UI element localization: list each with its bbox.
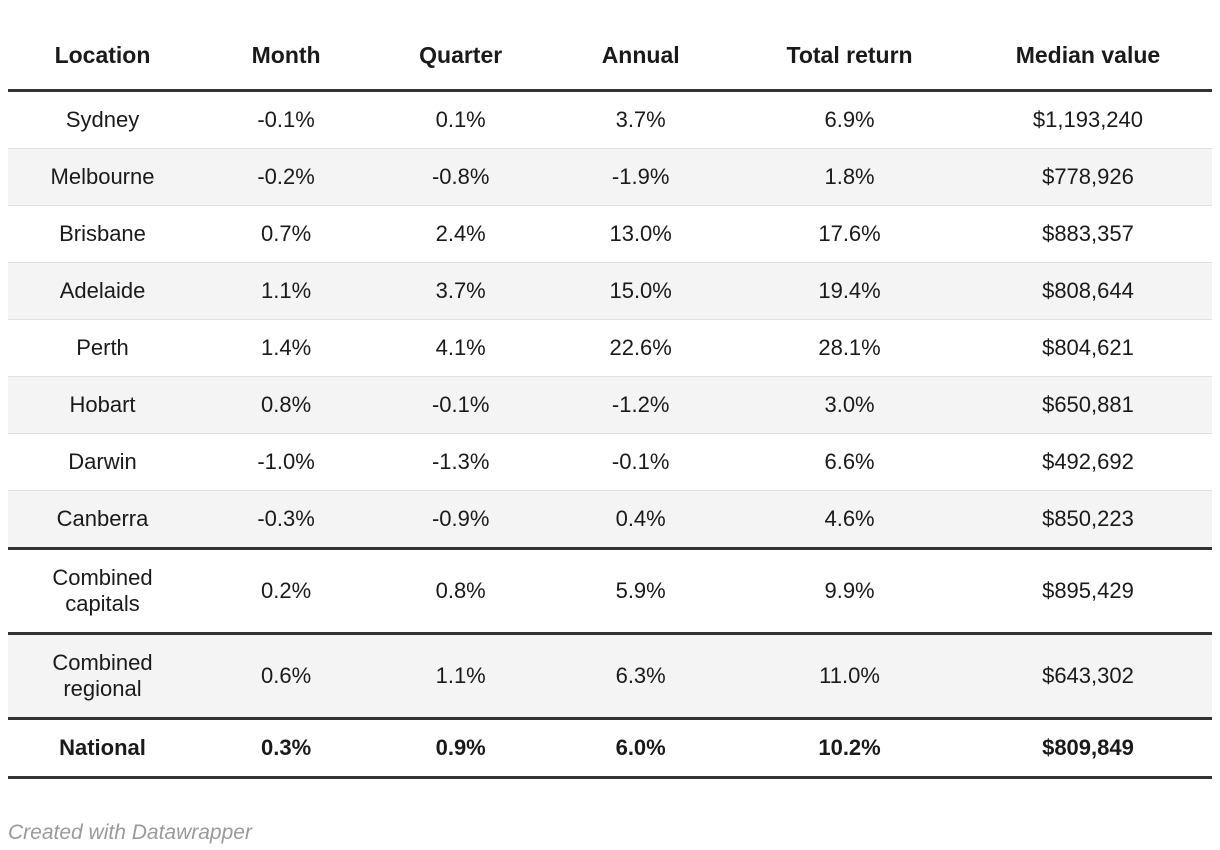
value-cell: 0.6% xyxy=(261,663,312,688)
column-header-annual: Annual xyxy=(546,10,736,92)
location-cell: Combined regional xyxy=(52,650,153,701)
value-cell: $883,357 xyxy=(1042,221,1134,246)
header-row: Location Month Quarter Annual Total return Me… xyxy=(8,10,1212,92)
value-cell: $650,881 xyxy=(1042,392,1134,417)
value-cell: 0.9% xyxy=(435,735,486,760)
value-cell: 9.9% xyxy=(824,578,875,603)
value-cell: $804,621 xyxy=(1042,335,1134,360)
value-cell: 15.0% xyxy=(609,278,672,303)
value-cell: 6.9% xyxy=(824,107,875,132)
value-cell: 28.1% xyxy=(818,335,881,360)
table-header: Location Month Quarter Annual Total return Me… xyxy=(8,10,1212,92)
value-cell: 2.4% xyxy=(435,221,486,246)
location-cell: Sydney xyxy=(65,107,140,132)
value-cell: 0.4% xyxy=(615,506,666,531)
value-cell: 1.1% xyxy=(435,663,486,688)
value-cell: 11.0% xyxy=(819,663,880,688)
location-cell: National xyxy=(59,735,146,760)
table-row: Combined capitals 0.2% 0.8% 5.9% 9.9% $895,42… xyxy=(8,548,1212,634)
value-cell: $895,429 xyxy=(1042,578,1134,603)
column-header-month: Month xyxy=(197,10,376,92)
value-cell: -0.1% xyxy=(611,449,670,474)
value-cell: -1.3% xyxy=(431,449,490,474)
value-cell: $809,849 xyxy=(1042,735,1134,760)
value-cell: -1.9% xyxy=(611,164,670,189)
value-cell: 0.3% xyxy=(261,735,312,760)
value-cell: 0.8% xyxy=(261,392,312,417)
value-cell: $808,644 xyxy=(1042,278,1134,303)
value-cell: 6.0% xyxy=(615,735,666,760)
location-cell: Darwin xyxy=(68,449,137,474)
value-cell: -0.3% xyxy=(257,506,315,531)
value-cell: -1.0% xyxy=(257,449,315,474)
column-header-location: Location xyxy=(8,10,198,92)
value-cell: 0.8% xyxy=(435,578,486,603)
location-cell: Canberra xyxy=(56,506,149,531)
value-cell: 0.2% xyxy=(261,578,312,603)
value-cell: 3.7% xyxy=(615,107,666,132)
table-row: Combined regional 0.6% 1.1% 6.3% 11.0% $643,3… xyxy=(8,633,1212,719)
value-cell: 10.2% xyxy=(818,735,881,760)
value-cell: 0.1% xyxy=(435,107,486,132)
table-row: Darwin -1.0% -1.3% -0.1% 6.6% $492,692 xyxy=(8,433,1212,491)
location-cell: Adelaide xyxy=(59,278,146,303)
value-cell: 13.0% xyxy=(609,221,672,246)
value-cell: 17.6% xyxy=(818,221,881,246)
location-cell: Combined capitals xyxy=(52,565,153,616)
table-row: Sydney -0.1% 0.1% 3.7% 6.9% $1,193,240 xyxy=(8,90,1212,149)
location-cell: Melbourne xyxy=(50,164,155,189)
table-row: National 0.3% 0.9% 6.0% 10.2% $809,849 xyxy=(8,718,1212,778)
column-header-median-value: Median value xyxy=(963,10,1212,92)
value-cell: 1.8% xyxy=(824,164,875,189)
value-cell: 3.0% xyxy=(824,392,875,417)
location-cell: Perth xyxy=(76,335,129,360)
value-cell: -0.1% xyxy=(257,107,315,132)
table-row: Melbourne -0.2% -0.8% -1.9% 1.8% $778,926 xyxy=(8,148,1212,206)
value-cell: -0.1% xyxy=(431,392,490,417)
table-row: Adelaide 1.1% 3.7% 15.0% 19.4% $808,644 xyxy=(8,262,1212,320)
value-cell: $492,692 xyxy=(1042,449,1134,474)
value-cell: 6.6% xyxy=(824,449,875,474)
location-cell: Hobart xyxy=(69,392,136,417)
value-cell: $643,302 xyxy=(1042,663,1134,688)
value-cell: 1.4% xyxy=(261,335,312,360)
value-cell: 5.9% xyxy=(615,578,666,603)
value-cell: -0.8% xyxy=(431,164,490,189)
value-cell: -0.2% xyxy=(257,164,315,189)
value-cell: 19.4% xyxy=(818,278,881,303)
table-row: Canberra -0.3% -0.9% 0.4% 4.6% $850,223 xyxy=(8,490,1212,549)
value-cell: -1.2% xyxy=(611,392,670,417)
value-cell: 4.1% xyxy=(435,335,486,360)
value-cell: 3.7% xyxy=(435,278,486,303)
value-cell: 1.1% xyxy=(261,278,312,303)
value-cell: 4.6% xyxy=(824,506,875,531)
value-cell: 0.7% xyxy=(261,221,312,246)
datawrapper-attribution: Created with Datawrapper xyxy=(8,821,252,844)
location-cell: Brisbane xyxy=(59,221,146,246)
column-header-total-return: Total return xyxy=(735,10,964,92)
value-cell: $850,223 xyxy=(1042,506,1134,531)
value-cell: 6.3% xyxy=(615,663,666,688)
value-cell: 22.6% xyxy=(609,335,672,360)
property-values-table: Location Month Quarter Annual Total return Me… xyxy=(8,10,1212,779)
table-row: Hobart 0.8% -0.1% -1.2% 3.0% $650,881 xyxy=(8,376,1212,434)
value-cell: $778,926 xyxy=(1042,164,1134,189)
value-cell: $1,193,240 xyxy=(1032,107,1144,132)
column-header-quarter: Quarter xyxy=(375,10,547,92)
table-body: Sydney -0.1% 0.1% 3.7% 6.9% $1,193,240 Melbour… xyxy=(8,90,1212,778)
table-row: Perth 1.4% 4.1% 22.6% 28.1% $804,621 xyxy=(8,319,1212,377)
table-row: Brisbane 0.7% 2.4% 13.0% 17.6% $883,357 xyxy=(8,205,1212,263)
value-cell: -0.9% xyxy=(431,506,490,531)
